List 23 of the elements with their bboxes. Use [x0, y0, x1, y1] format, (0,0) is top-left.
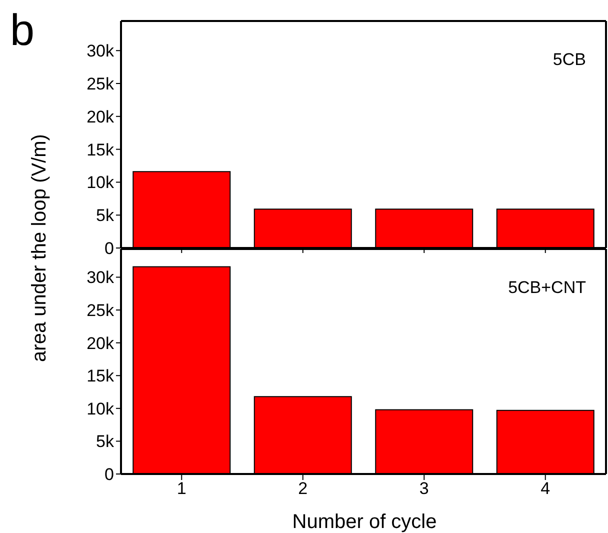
y-tick-label: 5k: [96, 206, 114, 226]
text: 5CB: [552, 50, 586, 70]
y-tick-label: 0: [104, 239, 114, 258]
x-tick-label: 3: [419, 479, 429, 498]
x-tick-label: 4: [540, 479, 550, 498]
y-tick-label: 15k: [86, 366, 114, 386]
x-tick-label: 1: [176, 479, 186, 498]
y-tick-label: 0: [104, 465, 114, 484]
y-tick-label: 10k: [86, 399, 114, 418]
y-tick-label: 30k: [86, 268, 114, 288]
x-axis-title: Number of cycle: [291, 511, 438, 533]
y-tick-label: 25k: [86, 74, 114, 94]
y-tick-label: 25k: [86, 301, 114, 320]
y-axis-title: area under the loop (V/m): [28, 134, 52, 362]
text: 5CB+CNT: [508, 278, 586, 298]
y-tick-label: 30k: [86, 42, 114, 61]
y-tick-label: 20k: [86, 107, 114, 126]
text: b: [10, 6, 34, 56]
y-tick-label: 10k: [86, 173, 114, 192]
x-tick-label: 2: [298, 479, 308, 498]
y-tick-label: 20k: [86, 334, 114, 353]
y-tick-label: 15k: [86, 140, 114, 160]
y-tick-label: 5k: [96, 432, 114, 452]
